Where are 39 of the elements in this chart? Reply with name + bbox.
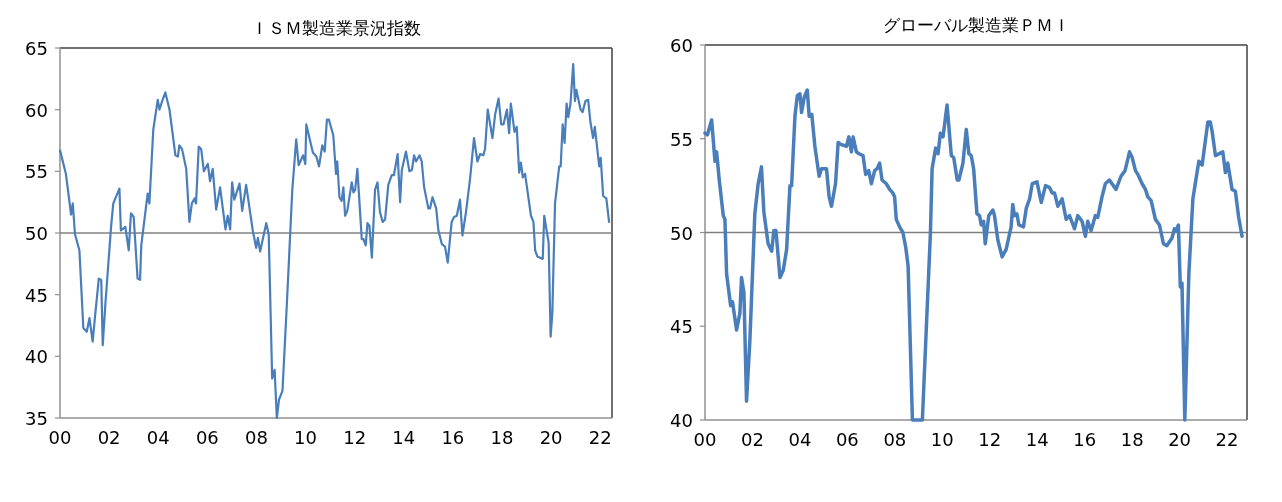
x-tick-label: 04 bbox=[788, 429, 812, 450]
y-tick-label: 65 bbox=[25, 38, 48, 59]
y-tick-label: 60 bbox=[25, 99, 48, 121]
x-tick-label: 18 bbox=[1120, 429, 1144, 450]
y-tick-label: 55 bbox=[670, 128, 693, 150]
x-tick-label: 04 bbox=[146, 427, 170, 448]
x-tick-label: 14 bbox=[1025, 429, 1049, 450]
x-tick-label: 18 bbox=[490, 427, 514, 448]
y-tick-label: 40 bbox=[25, 346, 48, 368]
x-tick-label: 06 bbox=[195, 427, 219, 448]
x-tick-label: 12 bbox=[978, 429, 1002, 450]
chart-title: ＩＳＭ製造業景況指数 bbox=[251, 18, 421, 38]
y-tick-label: 40 bbox=[670, 410, 693, 431]
x-tick-label: 22 bbox=[588, 427, 612, 448]
x-tick-label: 02 bbox=[97, 427, 121, 448]
y-tick-label: 55 bbox=[25, 161, 48, 183]
y-tick-label: 50 bbox=[25, 223, 48, 244]
x-tick-label: 10 bbox=[930, 429, 954, 450]
x-tick-label: 20 bbox=[539, 427, 563, 448]
x-tick-label: 14 bbox=[392, 427, 416, 448]
x-tick-label: 16 bbox=[441, 427, 465, 448]
x-tick-label: 00 bbox=[48, 427, 72, 448]
x-tick-label: 02 bbox=[741, 429, 764, 450]
x-tick-label: 16 bbox=[1073, 429, 1097, 450]
x-tick-label: 22 bbox=[1215, 429, 1239, 450]
x-tick-label: 06 bbox=[835, 429, 859, 450]
x-tick-label: 10 bbox=[294, 427, 317, 448]
y-tick-label: 45 bbox=[670, 316, 693, 338]
x-tick-label: 20 bbox=[1168, 429, 1192, 450]
x-tick-label: 00 bbox=[693, 429, 717, 450]
x-tick-label: 08 bbox=[883, 429, 907, 450]
chart-title: グローバル製造業ＰＭＩ bbox=[882, 15, 1070, 35]
x-tick-label: 08 bbox=[244, 427, 268, 448]
y-tick-label: 35 bbox=[25, 408, 48, 429]
x-tick-label: 12 bbox=[343, 427, 367, 448]
y-tick-label: 60 bbox=[670, 35, 693, 56]
line-series bbox=[703, 88, 1244, 422]
y-tick-label: 50 bbox=[670, 222, 693, 244]
y-tick-label: 45 bbox=[25, 284, 48, 306]
